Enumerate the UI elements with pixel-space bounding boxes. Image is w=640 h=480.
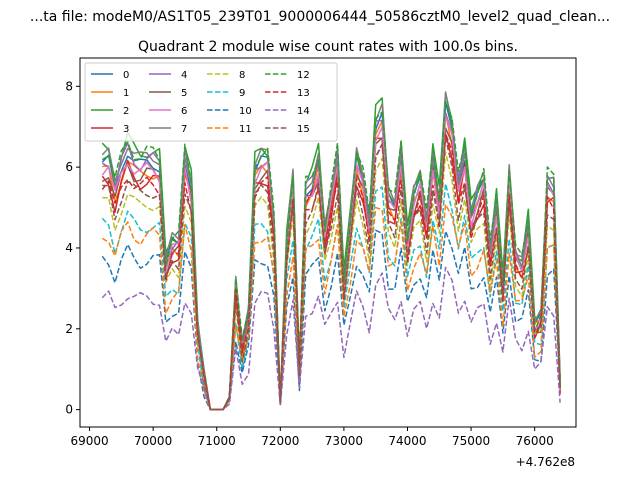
legend-label-12: 12: [297, 70, 310, 81]
legend-label-2: 2: [123, 106, 129, 117]
legend-label-5: 5: [181, 88, 187, 99]
series-line-13: [101, 132, 561, 411]
series-line-8: [102, 151, 561, 411]
axis-layer: 69000 70000 71000 72000 73000 74000 75000 76000…: [65, 79, 553, 448]
y-tick-label: 6: [65, 160, 73, 174]
y-tick-label: 8: [65, 79, 73, 93]
x-offset-label: +4.762e8: [516, 455, 575, 469]
legend-label-6: 6: [181, 106, 187, 117]
series-line-3: [101, 132, 561, 411]
y-tick-label: 4: [65, 241, 73, 255]
series-line-15: [102, 136, 561, 411]
x-tick-label: 69000: [70, 434, 108, 448]
legend-label-11: 11: [239, 124, 252, 135]
series-line-6: [101, 115, 561, 411]
plot-frame: [79, 57, 577, 428]
chart-title: Quadrant 2 module wise count rates with …: [138, 39, 518, 55]
legend-label-3: 3: [123, 124, 129, 135]
legend-label-0: 0: [123, 70, 129, 81]
series-line-11: [101, 203, 561, 411]
legend-label-10: 10: [239, 106, 252, 117]
legend-label-4: 4: [181, 70, 187, 81]
legend-label-7: 7: [181, 124, 187, 135]
x-tick-label: 72000: [261, 434, 299, 448]
y-tick-label: 2: [65, 322, 73, 336]
y-tick-label: 0: [65, 403, 73, 417]
legend-label-9: 9: [239, 88, 245, 99]
legend-label-1: 1: [123, 88, 129, 99]
x-tick-label: 71000: [198, 434, 236, 448]
x-tick-label: 70000: [134, 434, 172, 448]
legend-label-14: 14: [297, 106, 310, 117]
x-tick-label: 74000: [388, 434, 426, 448]
x-tick-label: 76000: [516, 434, 554, 448]
legend-box: [84, 62, 338, 142]
series-line-12: [101, 100, 561, 411]
legend-label-8: 8: [239, 70, 245, 81]
series-layer: [101, 91, 561, 411]
x-tick-label: 75000: [452, 434, 490, 448]
figure-suptitle: ...ta file: modeM0/AS1T05_239T01_9000006…: [30, 9, 610, 25]
series-line-9: [101, 182, 561, 411]
series-line-10: [101, 229, 561, 411]
legend-label-15: 15: [297, 124, 310, 135]
x-tick-label: 73000: [325, 434, 363, 448]
legend-label-13: 13: [297, 88, 310, 99]
